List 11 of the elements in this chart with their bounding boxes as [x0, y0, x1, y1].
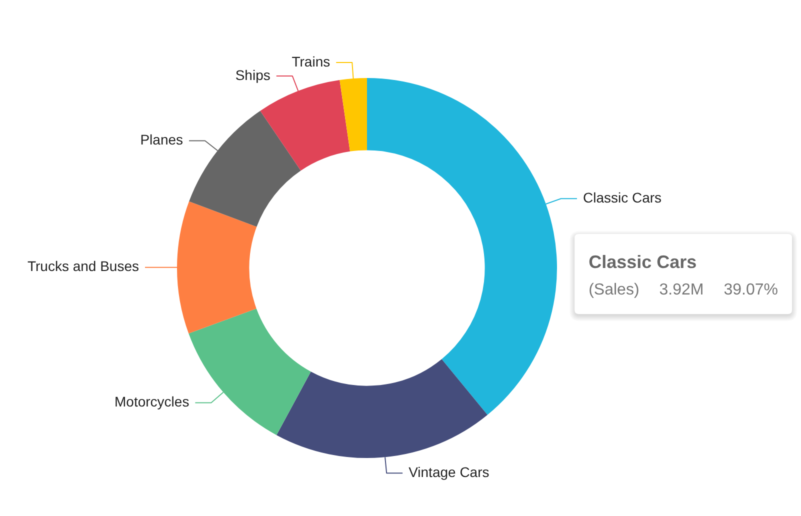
slice-label: Motorcycles [114, 394, 190, 410]
slice-label: Trucks and Buses [27, 258, 139, 274]
slice-label: Planes [140, 132, 184, 148]
slice-label: Vintage Cars [408, 464, 490, 480]
text: Classic Cars [588, 252, 697, 272]
slice-label: Classic Cars [582, 190, 662, 206]
slice-label: Trains [292, 53, 330, 70]
slice-label: Ships [235, 66, 270, 83]
text: 3.92M [659, 281, 704, 298]
text: 39.07% [724, 281, 778, 298]
text: (Sales) [588, 281, 640, 298]
